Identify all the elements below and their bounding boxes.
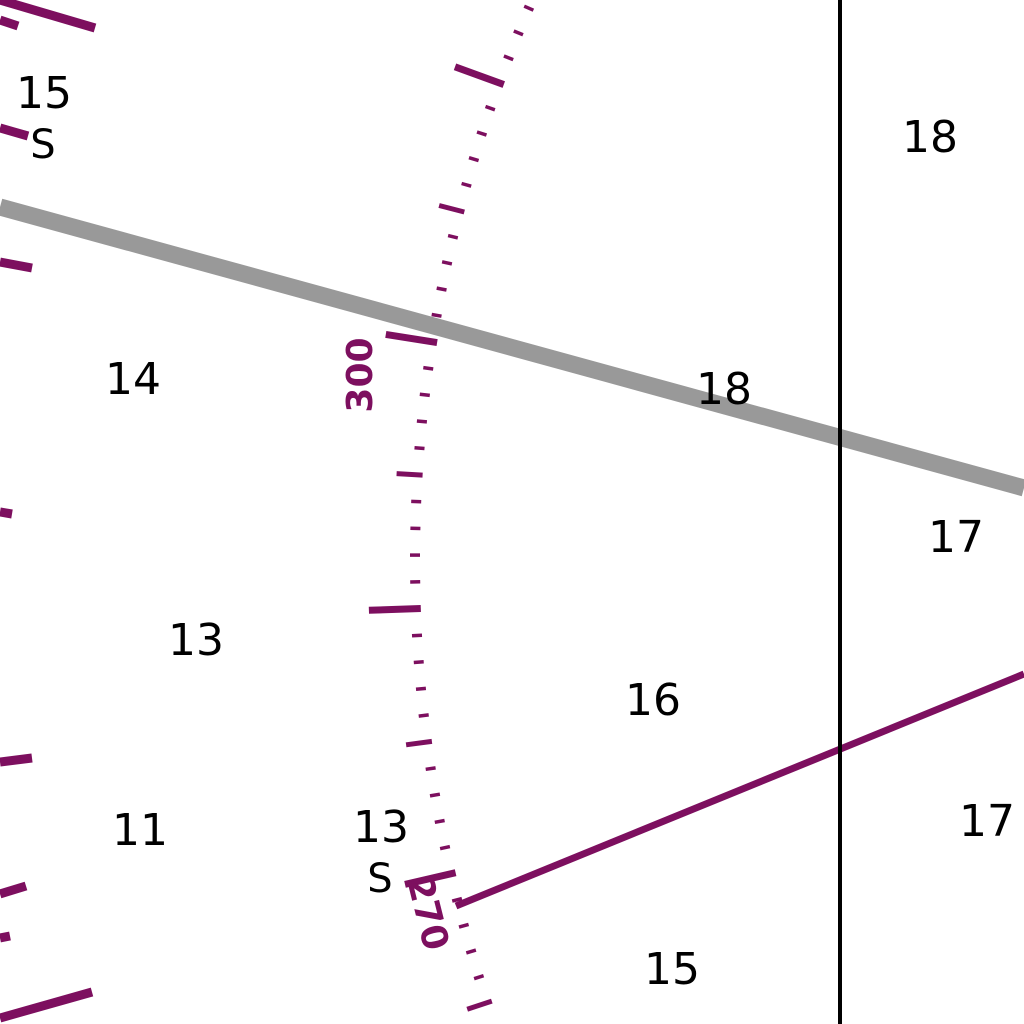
compass-tick xyxy=(385,330,438,347)
outer-rose-tick xyxy=(0,123,30,141)
compass-tick xyxy=(461,181,472,188)
compass-tick xyxy=(411,633,423,638)
compass-tick xyxy=(439,844,451,851)
sounding: 18 xyxy=(902,112,958,163)
compass-tick xyxy=(418,713,429,718)
compass-tick xyxy=(447,233,459,240)
compass-tick xyxy=(434,818,445,825)
compass-tick xyxy=(465,948,477,955)
compass-tick xyxy=(414,445,425,451)
outer-rose-tick xyxy=(0,987,94,1023)
sounding: 13 xyxy=(168,615,224,666)
compass-tick xyxy=(436,286,447,292)
compass-tick xyxy=(451,896,463,903)
compass-tick xyxy=(368,605,421,614)
compass-tick xyxy=(441,260,453,266)
compass-tick xyxy=(404,869,457,888)
outer-rose-tick xyxy=(0,881,28,899)
compass-tick xyxy=(468,156,480,163)
compass-tick xyxy=(523,4,535,12)
compass-tick xyxy=(413,660,424,665)
compass-rose-ticks xyxy=(368,4,535,1012)
sounding: 17 xyxy=(959,796,1015,847)
compass-tick xyxy=(453,63,505,88)
compass-tick xyxy=(429,792,441,798)
course-line xyxy=(454,670,1024,910)
sounding: 18 xyxy=(696,364,752,415)
compass-tick xyxy=(484,104,496,112)
outer-rose-ticks xyxy=(0,0,97,1023)
compass-tick xyxy=(415,686,427,692)
outer-rose-tick xyxy=(0,0,97,33)
compass-tick xyxy=(476,130,488,137)
sounding: 15 xyxy=(644,944,700,995)
compass-tick xyxy=(466,998,493,1012)
bottom-code-sand: S xyxy=(30,122,55,168)
sounding: 11 xyxy=(112,805,168,856)
compass-tick xyxy=(431,312,442,318)
outer-rose-tick xyxy=(0,753,33,767)
sounding: 16 xyxy=(625,675,681,726)
bottom-code-sand: S xyxy=(367,856,392,902)
compass-tick xyxy=(425,766,436,772)
outer-rose-tick xyxy=(0,15,20,31)
compass-tick xyxy=(503,54,514,62)
sounding: 15 xyxy=(16,68,72,119)
compass-tick xyxy=(513,29,524,37)
compass-tick xyxy=(405,738,433,748)
sounding: 13 xyxy=(353,802,409,853)
compass-tick xyxy=(473,974,485,981)
sounding: 14 xyxy=(105,354,161,405)
compass-tick xyxy=(438,203,465,215)
outer-rose-tick xyxy=(0,931,11,943)
compass-tick xyxy=(396,471,423,478)
outer-rose-tick xyxy=(0,507,13,519)
compass-tick xyxy=(423,365,434,371)
sounding: 17 xyxy=(928,512,984,563)
bearing-label-300: 300 xyxy=(340,337,381,412)
outer-rose-tick xyxy=(0,257,33,273)
track-line xyxy=(0,198,1024,497)
compass-tick xyxy=(419,392,431,398)
compass-tick xyxy=(458,922,470,929)
compass-tick xyxy=(416,419,428,424)
